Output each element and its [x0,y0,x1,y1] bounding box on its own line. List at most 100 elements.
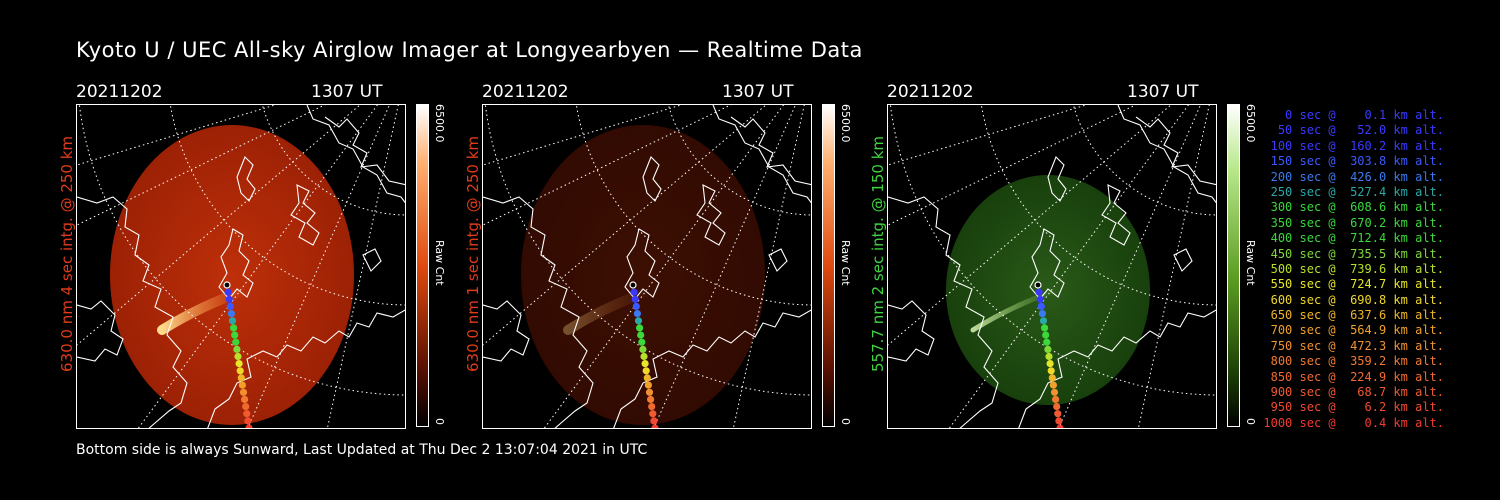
coastline [483,105,811,428]
trajectory-point [245,424,253,428]
trajectory-point [645,388,654,396]
trajectory-point [1039,317,1048,325]
trajectory-point [649,410,657,418]
trajectory-point [230,324,238,332]
colorbar-min: 0 [1244,418,1257,425]
legend-entry: 150 sec @ 303.8 km alt. [1263,154,1444,169]
trajectory-point [1048,374,1056,382]
trajectory-point [1037,302,1045,310]
trajectory-point [225,295,233,303]
trajectory-point [1038,310,1046,318]
trajectory-point [241,395,249,403]
trajectory-point [242,403,250,411]
colorbar-unit: Raw Cnt [1244,240,1257,286]
allsky-image-svg [888,105,1216,428]
trajectory-point [226,302,234,310]
airglow-sky-disc [946,175,1150,405]
legend-entry: 600 sec @ 690.8 km alt. [1263,292,1444,307]
legend-entry: 750 sec @ 472.3 km alt. [1263,338,1444,353]
trajectory-point [650,417,658,425]
trajectory-track [1034,281,1064,428]
trajectory-point [1054,410,1062,418]
legend-entry: 950 sec @ 6.2 km alt. [1263,400,1444,415]
trajectory-point [1041,324,1049,332]
trajectory-point [636,324,644,332]
panel-ylabel: 630.0 nm 4 sec intg. @ 250 km [58,135,76,372]
trajectory-point [647,395,655,403]
trajectory-point [1056,424,1064,428]
trajectory-point [233,345,241,353]
footer-note: Bottom side is always Sunward, Last Upda… [76,442,648,458]
trajectory-point [639,345,647,353]
trajectory-point [633,310,641,318]
coastline [888,105,1216,428]
trajectory-point [641,360,649,368]
legend-entry: 0 sec @ 0.1 km alt. [1263,108,1444,122]
trajectory-point [227,310,235,318]
trajectory-point [1035,288,1043,296]
panel-time: 1307 UT [311,82,383,102]
colorbar-unit: Raw Cnt [433,240,446,286]
trajectory-point [232,338,240,346]
trajectory-point [1047,367,1055,375]
allsky-image [482,104,812,429]
trajectory-point [631,295,639,303]
colorbar [1227,104,1240,427]
trajectory-point [1043,338,1051,346]
panel-date: 20211202 [482,82,569,102]
trajectory-point [1044,345,1052,353]
trajectory-point [1036,295,1044,303]
trajectory-point [642,367,650,375]
trajectory-point [629,281,637,289]
allsky-image [76,104,406,429]
trajectory-legend: 0 sec @ 0.1 km alt. 50 sec @ 52.0 km alt… [1262,108,1444,431]
colorbar [416,104,429,427]
trajectory-point [1055,417,1063,425]
panel-time: 1307 UT [1127,82,1199,102]
coastline [77,105,405,428]
trajectory-point [634,317,643,325]
trajectory-point [648,403,656,411]
trajectory-point [637,331,645,339]
trajectory-point [228,317,237,325]
colorbar-min: 0 [839,418,852,425]
legend-entry: 900 sec @ 68.7 km alt. [1263,385,1444,400]
legend-entry: 400 sec @ 712.4 km alt. [1263,231,1444,246]
panel-ylabel: 630.0 nm 1 sec intg. @ 250 km [464,135,482,372]
colorbar-max: 6500.0 [839,104,852,143]
trajectory-point [640,352,648,361]
allsky-image-svg [483,105,811,428]
trajectory-point [1049,381,1057,389]
trajectory-point [238,381,246,389]
legend-entry: 500 sec @ 739.6 km alt. [1263,261,1444,276]
panel-ylabel: 557.7 nm 2 sec intg. @ 150 km [869,135,887,372]
trajectory-point [1034,281,1042,289]
trajectory-point [632,302,640,310]
trajectory-point [243,410,251,418]
trajectory-point [1052,395,1060,403]
trajectory-point [1046,360,1054,368]
trajectory-point [236,367,244,375]
trajectory-point [231,331,239,339]
legend-entry: 550 sec @ 724.7 km alt. [1263,277,1444,292]
trajectory-point [234,352,242,361]
allsky-image [887,104,1217,429]
legend-entry: 800 sec @ 359.2 km alt. [1263,354,1444,369]
trajectory-point [1053,403,1061,411]
colorbar [822,104,835,427]
colorbar-unit: Raw Cnt [839,240,852,286]
trajectory-point [644,381,652,389]
colorbar-max: 6500.0 [433,104,446,143]
legend-entry: 50 sec @ 52.0 km alt. [1263,123,1444,138]
trajectory-point [239,388,248,396]
panel-time: 1307 UT [722,82,794,102]
geo-grid [77,105,405,428]
legend-entry: 1000 sec @ 0.4 km alt. [1263,415,1444,430]
legend-entry: 650 sec @ 637.6 km alt. [1263,308,1444,323]
geo-grid [483,105,811,428]
imager-panel-630nm-1s: 20211202 1307 UT 630.0 nm 1 sec intg. @ … [464,82,882,432]
airglow-sky-disc [521,125,765,425]
trajectory-track [629,281,659,428]
allsky-image-svg [77,105,405,428]
colorbar-max: 6500.0 [1244,104,1257,143]
